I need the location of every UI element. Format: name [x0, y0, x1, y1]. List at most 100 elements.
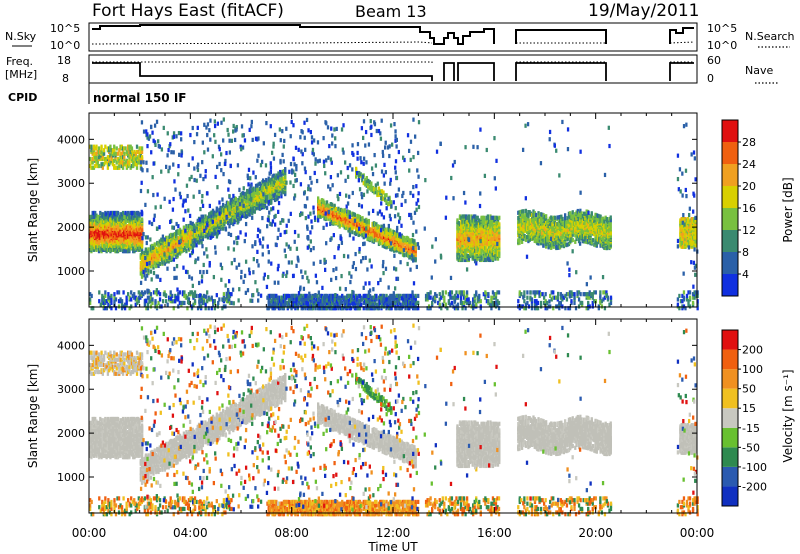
power-echo-cell [111, 233, 115, 238]
power-echo-cell [460, 256, 463, 261]
power-echo-cell [537, 238, 540, 243]
power-echo-cell [375, 232, 378, 238]
power-echo-cell [149, 244, 153, 249]
power-echo-cell [538, 237, 541, 243]
power-echo-cell [135, 231, 139, 237]
power-echo-cell [490, 251, 493, 256]
power-echo-cell [97, 235, 101, 241]
power-echo-cell [186, 225, 189, 231]
power-echo-cell [125, 245, 129, 250]
power-echo-cell [108, 162, 111, 167]
power-echo-cell [253, 197, 256, 202]
power-echo-cell [242, 213, 245, 218]
power-echo-cell [142, 254, 145, 259]
power-echo-cell [381, 231, 384, 236]
power-echo-cell [520, 209, 524, 214]
power-echo-cell [99, 149, 102, 155]
power-echo-cell [460, 215, 463, 220]
power-echo-cell [342, 215, 345, 220]
power-echo-cell [488, 248, 491, 253]
power-echo-cell [485, 230, 488, 235]
power-echo-cell [367, 234, 370, 239]
power-echo-cell [166, 258, 169, 263]
power-echo-cell [124, 249, 127, 254]
power-echo-cell [123, 214, 126, 220]
power-echo-cell [342, 222, 345, 227]
power-echo-cell [491, 226, 495, 231]
power-echo-cell [534, 223, 538, 228]
power-echo-cell [200, 228, 203, 233]
power-echo-cell [406, 236, 410, 241]
power-echo-cell [472, 218, 476, 223]
power-echo-cell [252, 186, 255, 191]
power-echo-cell [268, 187, 272, 192]
power-echo-cell [139, 271, 142, 276]
power-echo-cell [130, 224, 134, 229]
power-echo-cell [363, 230, 367, 235]
power-echo-cell [121, 155, 125, 160]
power-echo-cell [541, 216, 544, 221]
power-echo-cell [477, 238, 481, 243]
power-echo-cell [522, 209, 525, 214]
power-echo-cell [374, 221, 377, 226]
power-echo-cell [356, 228, 359, 233]
power-echo-cell [237, 198, 240, 203]
power-echo-cell [351, 211, 354, 216]
power-echo-cell [180, 229, 183, 234]
power-echo-cell [173, 234, 177, 239]
power-echo-cell [120, 156, 123, 162]
power-echo-cell [462, 222, 465, 227]
power-echo-cell [552, 219, 555, 224]
power-echo-cell [461, 219, 464, 224]
power-echo-cell [522, 231, 525, 236]
power-echo-cell [167, 246, 170, 251]
power-echo-cell [489, 220, 492, 226]
power-echo-cell [393, 230, 396, 235]
power-echo-cell [139, 267, 142, 272]
power-echo-cell [97, 222, 101, 227]
power-echo-cell [102, 227, 106, 233]
power-echo-cell [96, 214, 99, 220]
power-echo-cell [480, 256, 483, 261]
power-echo-cell [362, 235, 365, 240]
power-echo-cell [230, 216, 234, 221]
power-echo-cell [258, 200, 262, 205]
power-echo-cell [485, 244, 488, 249]
power-echo-cell [317, 210, 320, 216]
power-echo-cell [270, 177, 273, 182]
power-echo-cell [253, 209, 256, 214]
power-echo-cell [534, 239, 538, 244]
power-echo-cell [475, 236, 478, 241]
power-echo-cell [271, 174, 274, 179]
power-echo-cell [200, 231, 203, 236]
power-echo-cell [111, 237, 115, 242]
power-echo-cell [368, 232, 372, 237]
power-echo-cell [490, 239, 493, 244]
power-echo-cell [476, 236, 479, 241]
power-echo-cell [95, 162, 98, 167]
power-echo-cell [234, 196, 237, 202]
power-echo-cell [190, 242, 193, 247]
freq-tick-high: 18 [57, 54, 71, 67]
power-echo-cell [351, 228, 354, 233]
power-echo-cell [532, 216, 535, 221]
power-echo-cell [543, 236, 547, 241]
power-echo-cell [536, 233, 539, 238]
power-echo-cell [548, 233, 552, 238]
power-echo-cell [320, 204, 324, 209]
power-echo-cell [527, 210, 530, 215]
power-echo-cell [241, 202, 244, 207]
power-echo-cell [332, 220, 335, 225]
power-echo-cell [320, 198, 324, 203]
power-echo-cell [116, 222, 120, 227]
power-echo-cell [474, 214, 477, 219]
power-echo-cell [371, 232, 374, 237]
power-echo-cell [182, 233, 186, 238]
power-echo-cell [357, 219, 360, 224]
power-echo-cell [343, 208, 346, 213]
power-echo-cell [376, 189, 379, 195]
power-echo-cell [526, 212, 529, 217]
power-echo-cell [333, 203, 336, 208]
power-echo-cell [123, 162, 126, 167]
power-echo-cell [539, 220, 543, 225]
